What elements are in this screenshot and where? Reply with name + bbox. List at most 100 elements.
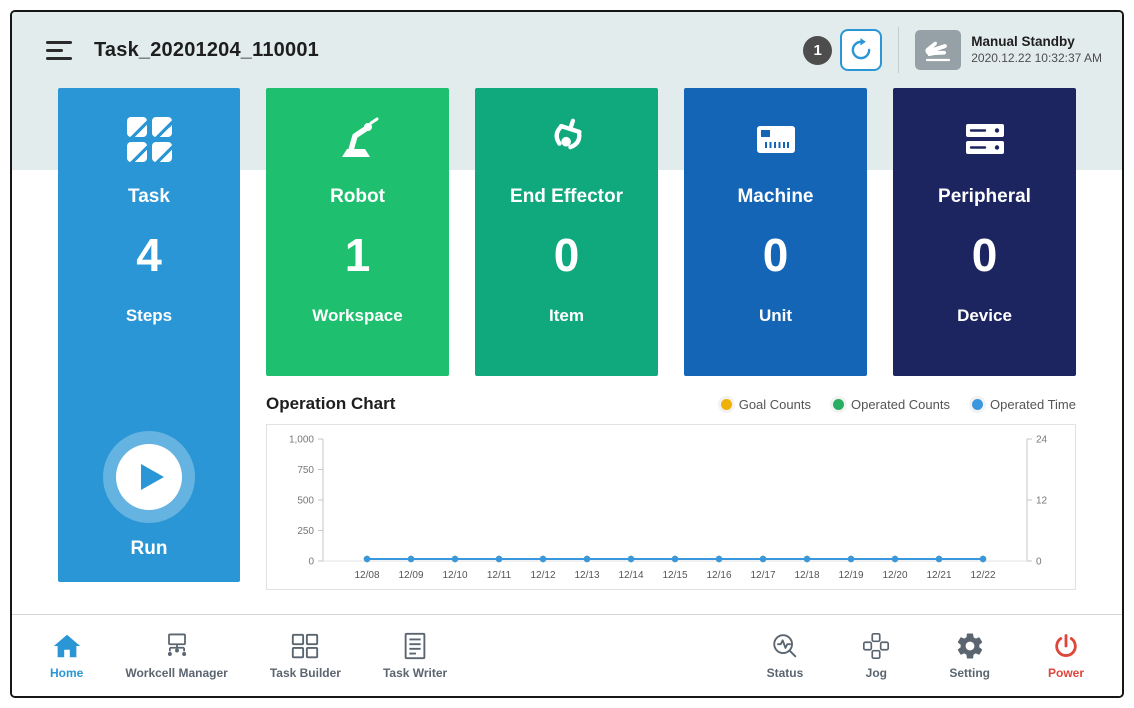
data-point bbox=[408, 556, 414, 562]
menu-icon[interactable] bbox=[46, 41, 74, 60]
left-axis-tick: 0 bbox=[308, 557, 314, 568]
end-effector-card[interactable]: End Effector 0 Item bbox=[475, 88, 658, 376]
nav-label: Task Builder bbox=[270, 666, 341, 680]
cards-row: Robot 1 Workspace E bbox=[266, 88, 1076, 376]
card-sublabel: Device bbox=[957, 306, 1012, 326]
manual-mode-button[interactable] bbox=[915, 30, 961, 70]
legend-item-operated-time: Operated Time bbox=[972, 397, 1076, 412]
nav-home[interactable]: Home bbox=[50, 631, 83, 680]
machine-icon bbox=[752, 112, 800, 166]
left-axis-tick: 500 bbox=[297, 496, 314, 507]
bottom-nav: Home Workcell Manager bbox=[12, 614, 1122, 696]
right-column: Robot 1 Workspace E bbox=[266, 88, 1076, 590]
data-point bbox=[584, 556, 590, 562]
legend-label: Goal Counts bbox=[739, 397, 811, 412]
nav-label: Home bbox=[50, 666, 83, 680]
power-icon bbox=[1052, 631, 1080, 661]
play-icon bbox=[141, 464, 164, 490]
x-axis-tick: 12/10 bbox=[442, 570, 467, 581]
x-axis-tick: 12/16 bbox=[706, 570, 731, 581]
run-button[interactable] bbox=[103, 431, 195, 523]
repeat-button[interactable] bbox=[840, 29, 882, 71]
jog-icon bbox=[861, 631, 891, 661]
top-bar: Task_20201204_110001 1 Manual Standby 20… bbox=[12, 12, 1122, 88]
nav-task-builder[interactable]: Task Builder bbox=[270, 631, 341, 680]
legend-dot bbox=[721, 399, 732, 410]
x-axis-tick: 12/17 bbox=[750, 570, 775, 581]
nav-label: Jog bbox=[866, 666, 887, 680]
mode-timestamp: 2020.12.22 10:32:37 AM bbox=[971, 51, 1102, 67]
nav-workcell-manager[interactable]: Workcell Manager bbox=[125, 631, 227, 680]
data-point bbox=[980, 556, 986, 562]
peripheral-card[interactable]: Peripheral 0 Device bbox=[893, 88, 1076, 376]
nav-jog[interactable]: Jog bbox=[861, 631, 891, 680]
card-value: 1 bbox=[345, 228, 371, 282]
run-section: Run bbox=[103, 431, 195, 560]
card-value: 0 bbox=[972, 228, 998, 282]
left-axis-tick: 750 bbox=[297, 465, 314, 476]
chart-legend: Goal Counts Operated Counts Operated Tim… bbox=[721, 397, 1076, 412]
nav-label: Workcell Manager bbox=[125, 666, 227, 680]
right-axis-tick: 0 bbox=[1036, 557, 1042, 568]
robot-card[interactable]: Robot 1 Workspace bbox=[266, 88, 449, 376]
hand-icon bbox=[922, 36, 954, 64]
nav-power[interactable]: Power bbox=[1048, 631, 1084, 680]
card-sublabel: Workspace bbox=[312, 306, 402, 326]
divider bbox=[898, 27, 899, 73]
x-axis-tick: 12/12 bbox=[530, 570, 555, 581]
task-builder-icon bbox=[290, 631, 320, 661]
x-axis-tick: 12/13 bbox=[574, 570, 599, 581]
legend-label: Operated Counts bbox=[851, 397, 950, 412]
nav-setting[interactable]: Setting bbox=[949, 631, 990, 680]
nav-status[interactable]: Status bbox=[767, 631, 804, 680]
mode-status: Manual Standby 2020.12.22 10:32:37 AM bbox=[971, 33, 1102, 66]
x-axis-tick: 12/21 bbox=[926, 570, 951, 581]
left-axis-tick: 250 bbox=[297, 526, 314, 537]
nav-label: Setting bbox=[949, 666, 990, 680]
data-point bbox=[760, 556, 766, 562]
nav-task-writer[interactable]: Task Writer bbox=[383, 631, 447, 680]
legend-item-operated-counts: Operated Counts bbox=[833, 397, 950, 412]
card-label: Peripheral bbox=[938, 186, 1031, 208]
x-axis-tick: 12/15 bbox=[662, 570, 687, 581]
data-point bbox=[804, 556, 810, 562]
operation-chart: 1,00075050025002412012/0812/0912/1012/11… bbox=[267, 425, 1075, 589]
right-axis-tick: 24 bbox=[1036, 435, 1048, 446]
card-sublabel: Steps bbox=[126, 306, 172, 326]
data-point bbox=[848, 556, 854, 562]
end-effector-icon bbox=[544, 112, 590, 166]
x-axis-tick: 12/09 bbox=[398, 570, 423, 581]
x-axis-tick: 12/11 bbox=[487, 570, 512, 581]
chart-title: Operation Chart bbox=[266, 394, 395, 414]
card-label: Robot bbox=[330, 186, 385, 208]
data-point bbox=[364, 556, 370, 562]
setting-icon bbox=[955, 631, 985, 661]
repeat-count-badge[interactable]: 1 bbox=[803, 36, 832, 65]
legend-dot bbox=[972, 399, 983, 410]
legend-item-goal-counts: Goal Counts bbox=[721, 397, 811, 412]
nav-label: Task Writer bbox=[383, 666, 447, 680]
data-point bbox=[496, 556, 502, 562]
x-axis-tick: 12/20 bbox=[882, 570, 907, 581]
legend-label: Operated Time bbox=[990, 397, 1076, 412]
machine-card[interactable]: Machine 0 Unit bbox=[684, 88, 867, 376]
card-label: Task bbox=[128, 186, 170, 208]
left-axis-tick: 1,000 bbox=[289, 435, 314, 446]
data-point bbox=[892, 556, 898, 562]
task-writer-icon bbox=[400, 631, 430, 661]
x-axis-tick: 12/22 bbox=[970, 570, 995, 581]
task-title: Task_20201204_110001 bbox=[94, 39, 319, 62]
home-icon bbox=[52, 631, 82, 661]
data-point bbox=[628, 556, 634, 562]
task-card[interactable]: Task 4 Steps Run bbox=[58, 88, 240, 582]
operation-chart-section: Operation Chart Goal Counts Operated Cou… bbox=[266, 394, 1076, 590]
x-axis-tick: 12/14 bbox=[618, 570, 643, 581]
card-value: 4 bbox=[136, 228, 162, 282]
data-point bbox=[540, 556, 546, 562]
task-icon bbox=[127, 112, 172, 166]
robot-icon bbox=[334, 112, 382, 166]
mode-label: Manual Standby bbox=[971, 33, 1102, 51]
chart-area: 1,00075050025002412012/0812/0912/1012/11… bbox=[266, 424, 1076, 590]
card-label: End Effector bbox=[510, 186, 623, 208]
card-value: 0 bbox=[554, 228, 580, 282]
